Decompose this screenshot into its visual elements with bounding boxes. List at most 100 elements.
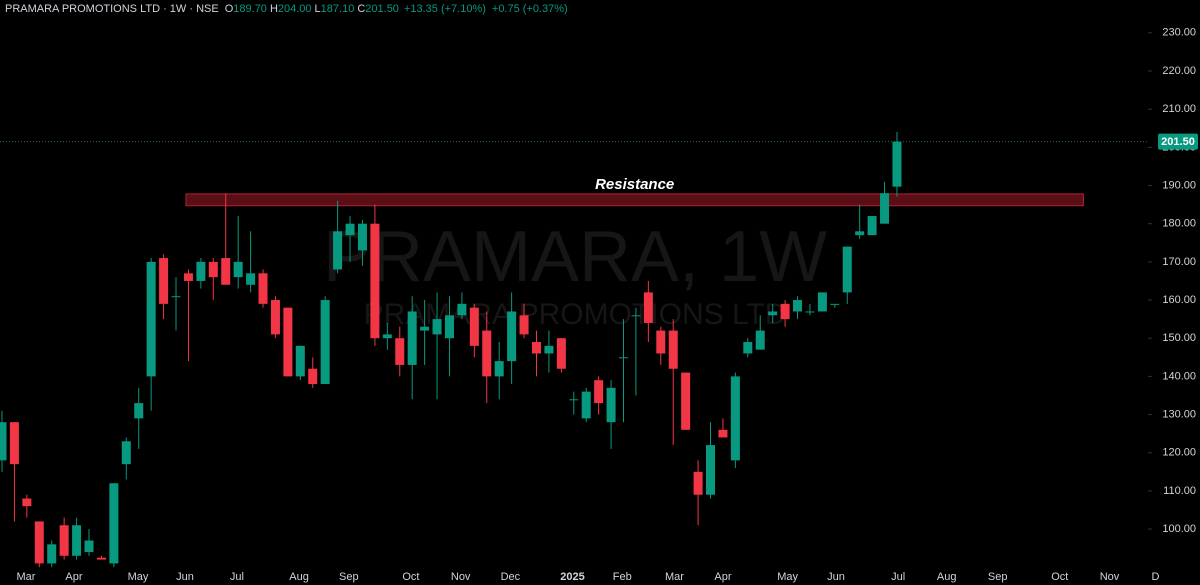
candle-body [457, 303, 467, 316]
y-tick-label: 230.00 [1162, 27, 1196, 39]
x-tick-label: Nov [1100, 571, 1120, 583]
y-tick-label: 170.00 [1162, 256, 1196, 268]
candle-body [72, 525, 82, 556]
header: PRAMARA PROMOTIONS LTD · 1W · NSE O 189.70… [5, 3, 568, 15]
candle-body [96, 557, 106, 560]
candle-body [817, 292, 827, 312]
x-tick-label: D [1152, 571, 1160, 583]
x-tick-label: Apr [714, 571, 731, 583]
plot-area [0, 132, 1148, 568]
watermark-subtitle: PRAMARA PROMOTIONS LTD [364, 298, 787, 331]
x-tick-label: Jul [891, 571, 905, 583]
candle-body [880, 193, 890, 224]
candle-body [407, 311, 417, 365]
candle-body [631, 315, 641, 317]
candle-body [84, 540, 94, 552]
candle-body [730, 376, 740, 461]
resistance-zone [185, 193, 1084, 207]
candle-body [345, 223, 355, 236]
price-axis [1148, 0, 1200, 585]
candle-body [755, 330, 765, 350]
x-tick-label: Feb [613, 571, 632, 583]
candle-body [221, 258, 231, 285]
candle-body [780, 303, 790, 320]
candle-body [805, 311, 815, 313]
candle-body [333, 231, 343, 270]
y-tick-label: 110.00 [1163, 485, 1196, 497]
candle-body [544, 345, 554, 354]
candle-body [283, 307, 293, 377]
candle-body [668, 330, 678, 369]
candle-body [208, 261, 218, 278]
x-tick-label: Apr [65, 571, 82, 583]
x-tick-label: Oct [1051, 571, 1068, 583]
candle-body [134, 403, 144, 419]
candle-body [444, 315, 454, 339]
last-price-tag [1158, 133, 1198, 150]
y-tick-label: 120.00 [1162, 447, 1196, 459]
candle-body [109, 483, 119, 564]
y-tick-label: 130.00 [1162, 408, 1196, 420]
candle-body [656, 330, 666, 354]
x-tick-label: May [128, 571, 149, 583]
zone-label: Resistance [595, 176, 674, 193]
candle-body [146, 261, 156, 377]
candle-body [569, 399, 579, 401]
candle-body [892, 141, 902, 187]
candle-body [768, 311, 778, 316]
y-tick-label: 140.00 [1162, 370, 1196, 382]
candle-body [531, 342, 541, 354]
candle-body [830, 303, 840, 305]
candle-body [606, 387, 616, 423]
candle-body [842, 246, 852, 293]
y-tick-label: 100.00 [1162, 523, 1196, 535]
header-change2: +0.75 (+0.37%) [492, 3, 568, 15]
candle-body [357, 223, 367, 251]
candle-body [295, 345, 305, 377]
ohlc-key: O [225, 3, 234, 15]
candle-body [270, 300, 280, 335]
x-tick-label: Jul [230, 571, 244, 583]
candle-body [432, 319, 442, 335]
candle-body [320, 300, 330, 385]
last-price-label: 201.50 [1161, 136, 1195, 148]
ohlc-key: H [270, 3, 278, 15]
x-tick-label: 2025 [560, 571, 584, 583]
candle-body [159, 258, 169, 304]
candle-body [556, 338, 566, 369]
candle-body [370, 223, 380, 339]
candle-body [643, 292, 653, 323]
ohlc-value: 201.50 [365, 3, 399, 15]
x-tick-label: Sep [988, 571, 1008, 583]
candle-body [183, 273, 193, 281]
x-tick-label: May [777, 571, 798, 583]
candle-body [121, 441, 131, 465]
candle-body [855, 231, 865, 236]
candle-body [581, 391, 591, 419]
candle-body [681, 372, 691, 430]
y-tick-label: 180.00 [1162, 218, 1196, 230]
x-tick-label: Mar [665, 571, 684, 583]
candle-body [47, 544, 57, 564]
candle-body [519, 315, 529, 335]
candle-body [706, 445, 716, 495]
candle-body [59, 525, 69, 556]
candle-body [420, 326, 430, 331]
x-tick-label: Sep [339, 571, 359, 583]
x-tick-label: Aug [289, 571, 309, 583]
ohlc-value: 189.70 [233, 3, 267, 15]
x-tick-label: Dec [501, 571, 521, 583]
candle-body [793, 300, 803, 312]
x-tick-label: Aug [937, 571, 957, 583]
x-tick-label: Jun [176, 571, 194, 583]
candle-body [718, 429, 728, 438]
header-title: PRAMARA PROMOTIONS LTD · 1W · NSE [5, 3, 219, 15]
ohlc-key: L [315, 3, 321, 15]
x-tick-label: Mar [17, 571, 36, 583]
candle-body [743, 342, 753, 354]
ohlc-key: C [357, 3, 365, 15]
x-tick-label: Jun [827, 571, 845, 583]
